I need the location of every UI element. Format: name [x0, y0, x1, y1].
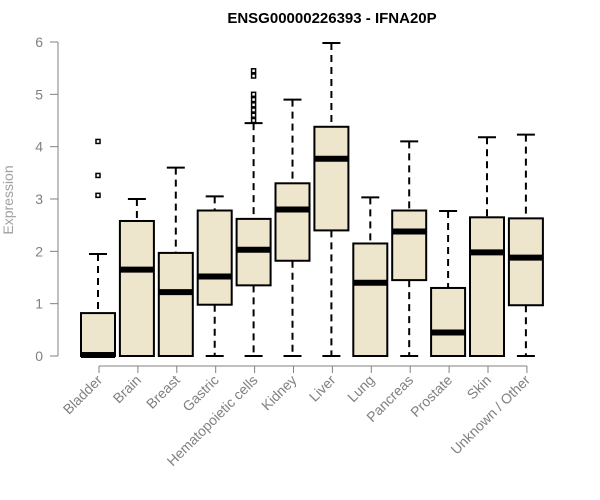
- box-unknown-other: [507, 133, 544, 357]
- y-tick-label: 4: [35, 139, 43, 155]
- outlier-point: [95, 192, 101, 199]
- y-tick-label: 1: [35, 296, 43, 312]
- box-skin: [469, 136, 505, 357]
- iqr-box: [430, 286, 467, 358]
- box-liver: [313, 42, 350, 357]
- iqr-box: [391, 209, 428, 282]
- x-tick-label: Prostate: [407, 372, 455, 420]
- outlier-point: [95, 138, 101, 145]
- outlier-point: [250, 107, 257, 113]
- box-kidney: [274, 98, 311, 357]
- y-axis-label: Expression: [0, 165, 16, 234]
- x-tick-label: Kidney: [258, 372, 300, 414]
- y-tick-label: 6: [35, 34, 43, 50]
- iqr-box: [313, 125, 350, 232]
- x-tick-label: Brain: [110, 372, 144, 406]
- box-lung: [352, 196, 389, 358]
- box-brain: [118, 198, 155, 357]
- box-hematopoietic-cells: [235, 68, 272, 357]
- x-tick-label: Liver: [306, 372, 339, 405]
- outlier-point: [250, 102, 257, 108]
- iqr-box: [274, 182, 311, 262]
- y-tick-label: 3: [35, 191, 43, 207]
- x-tick-label: Lung: [344, 372, 377, 405]
- iqr-box: [469, 216, 505, 357]
- x-tick-label: Breast: [143, 372, 183, 412]
- chart-title: ENSG00000226393 - IFNA20P: [227, 10, 436, 27]
- iqr-box: [507, 217, 544, 307]
- x-tick-label: Bladder: [60, 372, 106, 418]
- y-tick-label: 0: [35, 348, 43, 364]
- boxes-group: [80, 42, 544, 358]
- iqr-box: [196, 209, 233, 306]
- box-prostate: [430, 210, 467, 358]
- outlier-point: [250, 68, 257, 74]
- outlier-point: [95, 172, 101, 179]
- y-tick-label: 5: [35, 86, 43, 102]
- iqr-box: [352, 242, 389, 358]
- outlier-point: [250, 117, 257, 124]
- y-tick-label: 2: [35, 243, 43, 259]
- box-gastric: [196, 195, 233, 357]
- outlier-point: [250, 96, 257, 103]
- outlier-point: [250, 91, 257, 98]
- iqr-box: [157, 251, 194, 357]
- iqr-box: [118, 219, 155, 357]
- y-axis: 0 1 2 3 4 5 6: [35, 34, 59, 364]
- x-tick-label: Skin: [464, 372, 495, 403]
- outlier-point: [250, 112, 257, 119]
- box-bladder: [80, 138, 116, 358]
- box-pancreas: [391, 140, 428, 357]
- outlier-point: [250, 73, 257, 79]
- iqr-box: [80, 312, 116, 358]
- box-breast: [157, 166, 194, 357]
